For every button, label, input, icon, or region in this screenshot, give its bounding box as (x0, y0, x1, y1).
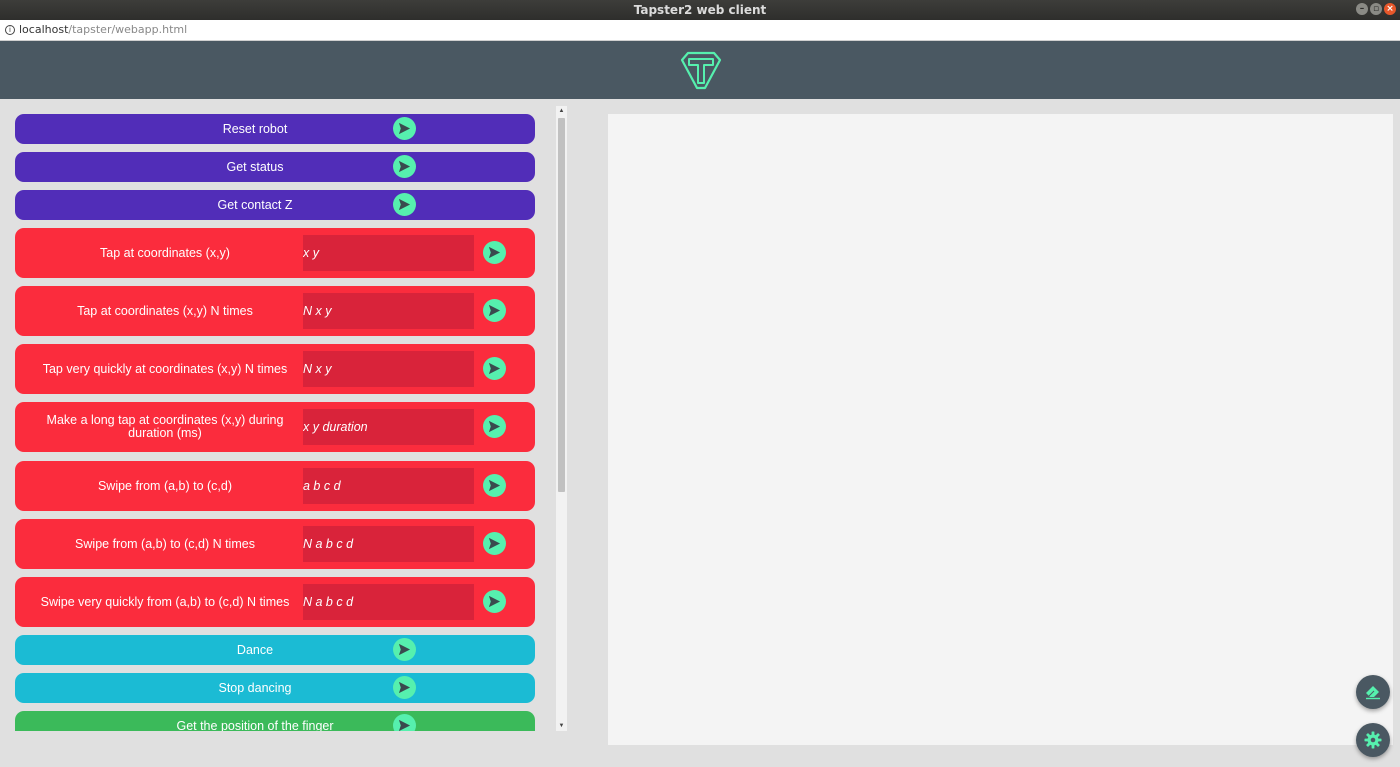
command-label: Make a long tap at coordinates (x,y) dur… (46, 413, 284, 440)
send-icon[interactable] (483, 532, 506, 555)
swipe-quick-command: Swipe very quickly from (a,b) to (c,d) N… (15, 577, 535, 627)
gear-icon (1364, 731, 1382, 749)
address-bar[interactable]: i localhost/tapster/webapp.html (0, 20, 1400, 41)
maximize-icon[interactable]: ▫ (1370, 3, 1382, 15)
url-path: /tapster/webapp.html (68, 23, 188, 36)
send-icon[interactable] (393, 714, 416, 731)
tap-args-input[interactable] (303, 235, 474, 271)
swipe-n-args-input[interactable] (303, 526, 474, 562)
swipe-args-input[interactable] (303, 468, 474, 504)
window-title: Tapster2 web client (633, 3, 767, 17)
command-label: Tap at coordinates (x,y) (100, 245, 230, 260)
command-label: Tap at coordinates (x,y) N times (77, 303, 253, 318)
output-panel (608, 114, 1393, 745)
send-icon[interactable] (483, 299, 506, 322)
settings-button[interactable] (1356, 723, 1390, 757)
tap-quick-command: Tap very quickly at coordinates (x,y) N … (15, 344, 535, 394)
long-tap-args-input[interactable] (303, 409, 474, 445)
send-icon[interactable] (393, 676, 416, 699)
command-label: Tap very quickly at coordinates (x,y) N … (42, 361, 288, 376)
command-label: Get the position of the finger (176, 719, 334, 731)
clip-area: Get the position of the finger (0, 711, 556, 731)
send-icon[interactable] (483, 357, 506, 380)
window-controls: – ▫ × (1356, 3, 1396, 15)
dance-command: Dance (15, 635, 535, 665)
scroll-up-icon[interactable]: ▲ (558, 108, 565, 114)
get-status-command: Get status (15, 152, 535, 182)
window-titlebar: Tapster2 web client – ▫ × (0, 0, 1400, 20)
tapster-logo (680, 51, 722, 90)
finger-position-command: Get the position of the finger (15, 711, 535, 731)
long-tap-command: Make a long tap at coordinates (x,y) dur… (15, 402, 535, 452)
send-icon[interactable] (393, 638, 416, 661)
tap-quick-args-input[interactable] (303, 351, 474, 387)
swipe-n-times-command: Swipe from (a,b) to (c,d) N times (15, 519, 535, 569)
clear-button[interactable] (1356, 675, 1390, 709)
tap-n-times-command: Tap at coordinates (x,y) N times (15, 286, 535, 336)
tap-n-args-input[interactable] (303, 293, 474, 329)
command-label: Swipe from (a,b) to (c,d) (97, 478, 233, 493)
app-header (0, 41, 1400, 99)
send-icon[interactable] (393, 117, 416, 140)
send-icon[interactable] (393, 193, 416, 216)
command-label: Reset robot (222, 122, 288, 136)
send-icon[interactable] (483, 241, 506, 264)
send-icon[interactable] (393, 155, 416, 178)
tap-command: Tap at coordinates (x,y) (15, 228, 535, 278)
send-icon[interactable] (483, 590, 506, 613)
command-label: Swipe from (a,b) to (c,d) N times (75, 536, 255, 551)
command-label: Swipe very quickly from (a,b) to (c,d) N… (40, 594, 290, 609)
reset-robot-command: Reset robot (15, 114, 535, 144)
info-icon[interactable]: i (5, 25, 15, 35)
command-label: Get contact Z (217, 198, 293, 212)
command-list-scrollbar[interactable]: ▲ ▼ (556, 106, 567, 731)
command-label: Stop dancing (218, 681, 292, 695)
send-icon[interactable] (483, 474, 506, 497)
url-host: localhost (19, 23, 69, 36)
command-label: Get status (226, 160, 284, 174)
minimize-icon[interactable]: – (1356, 3, 1368, 15)
stop-dancing-command: Stop dancing (15, 673, 535, 703)
get-contact-z-command: Get contact Z (15, 190, 535, 220)
scroll-thumb[interactable] (558, 118, 565, 492)
eraser-icon (1366, 686, 1380, 700)
swipe-command: Swipe from (a,b) to (c,d) (15, 461, 535, 511)
close-icon[interactable]: × (1384, 3, 1396, 15)
scroll-down-icon[interactable]: ▼ (558, 723, 565, 729)
command-label: Dance (236, 643, 274, 657)
send-icon[interactable] (483, 415, 506, 438)
swipe-quick-args-input[interactable] (303, 584, 474, 620)
